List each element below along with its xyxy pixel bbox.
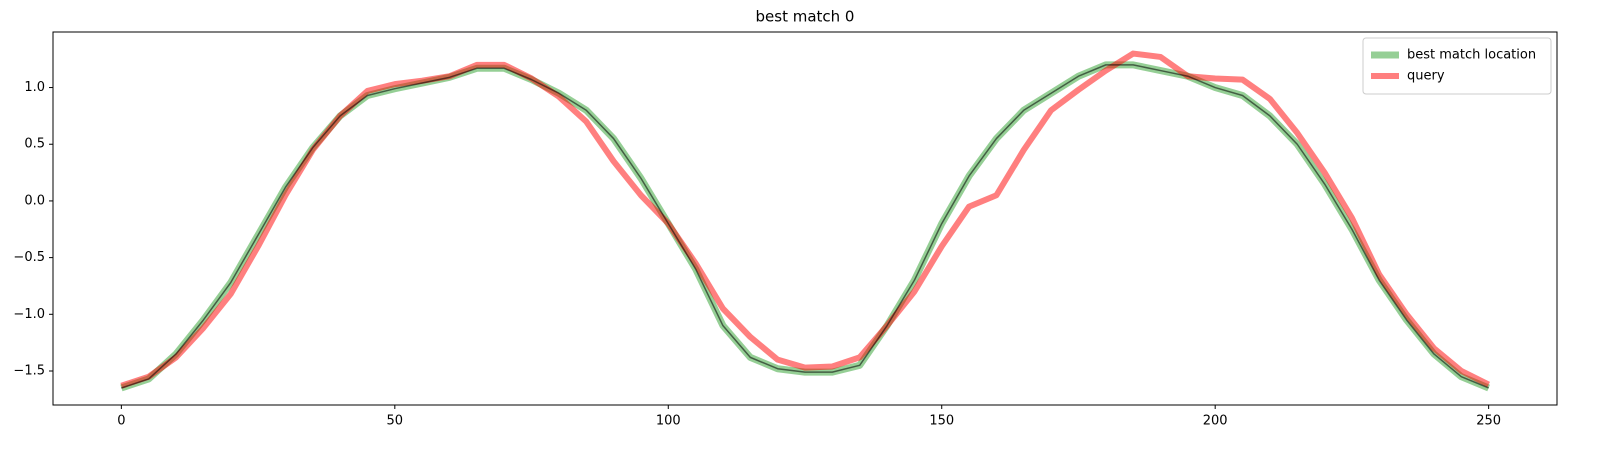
chart-title: best match 0: [756, 8, 855, 26]
y-tick-label: 1.0: [24, 80, 45, 95]
axes-frame: [52, 31, 1558, 406]
y-tick-label: 0.0: [24, 193, 45, 208]
y-tick-label: −1.0: [13, 307, 45, 322]
series-line: [120, 50, 1490, 389]
x-tick-label: 100: [656, 414, 681, 429]
x-tick-label: 0: [117, 414, 125, 429]
x-tick-label: 50: [387, 414, 404, 429]
series-line: [121, 64, 1489, 389]
x-tick-label: 150: [929, 414, 954, 429]
legend-label: query: [1407, 69, 1445, 84]
legend-label: best match location: [1407, 48, 1536, 63]
x-tick-label: 200: [1203, 414, 1228, 429]
y-tick-label: −1.5: [13, 363, 45, 378]
x-tick-label: 250: [1476, 414, 1501, 429]
y-tick-label: 0.5: [24, 137, 45, 152]
legend-box: [1362, 37, 1552, 95]
y-tick-label: −0.5: [13, 250, 45, 265]
